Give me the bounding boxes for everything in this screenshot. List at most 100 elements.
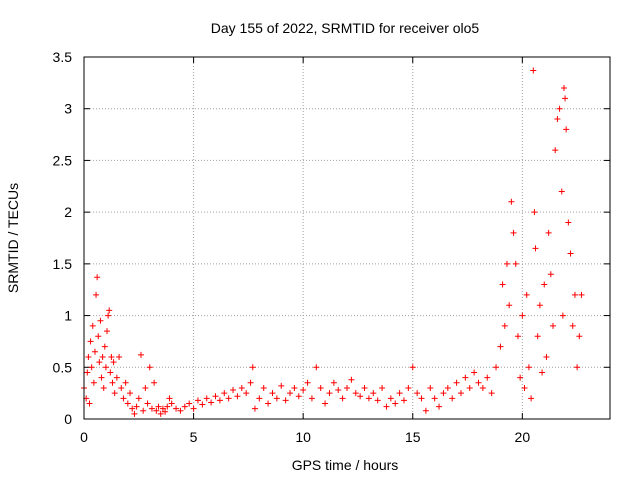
data-point (431, 395, 438, 402)
data-point (534, 333, 541, 340)
data-point (99, 353, 106, 360)
data-point (208, 399, 215, 406)
data-point (501, 322, 508, 329)
data-point (113, 374, 120, 381)
data-point (405, 384, 412, 391)
data-point (97, 317, 104, 324)
data-point (558, 188, 565, 195)
data-point (514, 333, 521, 340)
data-point (151, 379, 158, 386)
data-point (313, 364, 320, 371)
data-point (528, 395, 535, 402)
data-point (317, 384, 324, 391)
data-point (159, 405, 166, 412)
data-point (105, 312, 112, 319)
data-point (273, 395, 280, 402)
data-point (308, 395, 315, 402)
data-point (265, 400, 272, 407)
data-point (440, 390, 447, 397)
data-point (444, 384, 451, 391)
data-point (436, 403, 443, 410)
data-point (190, 405, 197, 412)
data-point (508, 198, 515, 205)
data-point (462, 374, 469, 381)
y-tick-labels: 0 0.5 1 1.5 2 2.5 3 3.5 (53, 49, 73, 427)
y-tick-label: 1.5 (53, 256, 73, 272)
data-point (203, 395, 210, 402)
y-tick-label: 3 (64, 101, 72, 117)
data-point (519, 312, 526, 319)
data-point (574, 364, 581, 371)
data-point (287, 390, 294, 397)
data-point (168, 400, 175, 407)
data-point (251, 405, 258, 412)
x-tick-label: 10 (295, 429, 311, 445)
data-point (93, 291, 100, 298)
data-point (291, 384, 298, 391)
data-point (503, 260, 510, 267)
data-point (110, 359, 117, 366)
data-point (140, 407, 147, 414)
data-point (186, 400, 193, 407)
data-point (479, 384, 486, 391)
axis-ticks (83, 56, 610, 420)
data-point (295, 393, 302, 400)
data-point (173, 405, 180, 412)
data-point (374, 397, 381, 404)
data-point (545, 229, 552, 236)
data-point (471, 369, 478, 376)
data-point (153, 407, 160, 414)
data-point (212, 393, 219, 400)
data-point (101, 343, 108, 350)
data-point (247, 379, 254, 386)
x-tick-labels: 0 5 10 15 20 (80, 429, 530, 445)
data-point (550, 322, 557, 329)
data-point (543, 353, 550, 360)
data-point (300, 387, 307, 394)
data-point (396, 390, 403, 397)
data-point (541, 281, 548, 288)
data-point (563, 126, 570, 133)
data-point (243, 390, 250, 397)
data-point (466, 384, 473, 391)
data-point (427, 384, 434, 391)
data-point (234, 393, 241, 400)
data-point (400, 397, 407, 404)
data-point (104, 328, 111, 335)
data-point (91, 348, 98, 355)
data-point (578, 291, 585, 298)
x-tick-label: 15 (405, 429, 421, 445)
data-point (357, 393, 364, 400)
x-tick-label: 5 (190, 429, 198, 445)
data-point (418, 395, 425, 402)
data-point (484, 374, 491, 381)
data-point (120, 395, 127, 402)
data-point (457, 390, 464, 397)
data-point (118, 384, 125, 391)
y-tick-label: 2 (64, 204, 72, 220)
data-point (339, 395, 346, 402)
data-point (164, 403, 171, 410)
data-point (539, 369, 546, 376)
data-point (122, 379, 129, 386)
data-point (571, 291, 578, 298)
data-point (370, 390, 377, 397)
data-point (131, 410, 138, 417)
data-point (116, 353, 123, 360)
data-point (256, 395, 263, 402)
data-point (142, 384, 149, 391)
data-point (111, 390, 118, 397)
data-point (547, 271, 554, 278)
data-point (565, 219, 572, 226)
data-point (576, 333, 583, 340)
data-point (86, 400, 93, 407)
data-point (348, 376, 355, 383)
data-point (148, 405, 155, 412)
data-point (109, 379, 116, 386)
data-point (510, 229, 517, 236)
data-point (127, 390, 134, 397)
data-point (84, 369, 91, 376)
data-point (177, 407, 184, 414)
plot-frame (83, 56, 611, 420)
